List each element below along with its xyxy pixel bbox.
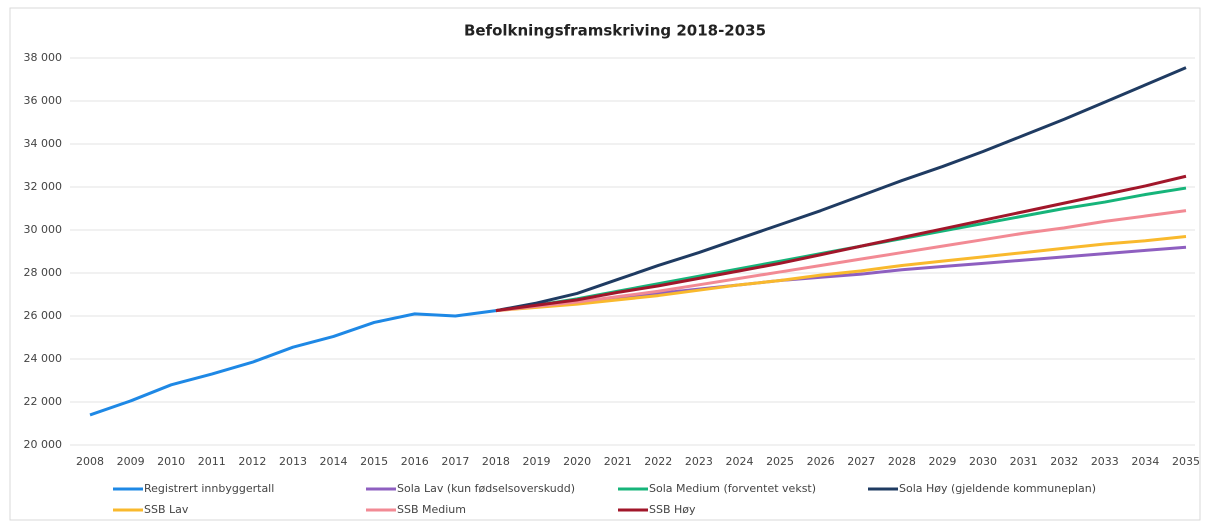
- y-tick-label: 24 000: [24, 352, 63, 365]
- legend-label: SSB Medium: [397, 503, 466, 516]
- x-tick-label: 2025: [766, 455, 794, 468]
- y-tick-label: 20 000: [24, 438, 63, 451]
- x-tick-label: 2013: [279, 455, 307, 468]
- y-tick-label: 32 000: [24, 180, 63, 193]
- x-tick-label: 2031: [1010, 455, 1038, 468]
- legend-label: Sola Medium (forventet vekst): [649, 482, 816, 495]
- y-tick-label: 26 000: [24, 309, 63, 322]
- x-tick-label: 2009: [117, 455, 145, 468]
- legend-label: Sola Høy (gjeldende kommuneplan): [899, 482, 1096, 495]
- legend-label: Sola Lav (kun fødselsoverskudd): [397, 482, 575, 495]
- x-tick-label: 2023: [685, 455, 713, 468]
- y-tick-label: 28 000: [24, 266, 63, 279]
- series-line: [495, 174, 1187, 313]
- x-tick-label: 2027: [847, 455, 875, 468]
- x-tick-label: 2029: [928, 455, 956, 468]
- chart-title: Befolkningsframskriving 2018-2035: [464, 22, 766, 40]
- x-tick-label: 2019: [523, 455, 551, 468]
- x-tick-label: 2033: [1091, 455, 1119, 468]
- x-tick-label: 2024: [725, 455, 753, 468]
- x-tick-label: 2016: [401, 455, 429, 468]
- x-tick-label: 2026: [807, 455, 835, 468]
- series-line: [495, 66, 1187, 313]
- x-tick-label: 2034: [1131, 455, 1159, 468]
- y-tick-label: 30 000: [24, 223, 63, 236]
- x-tick-label: 2017: [441, 455, 469, 468]
- y-tick-label: 34 000: [24, 137, 63, 150]
- x-tick-label: 2014: [320, 455, 348, 468]
- legend-label: SSB Høy: [649, 503, 696, 516]
- x-tick-label: 2028: [888, 455, 916, 468]
- x-tick-label: 2010: [157, 455, 185, 468]
- y-tick-label: 22 000: [24, 395, 63, 408]
- x-tick-label: 2021: [604, 455, 632, 468]
- y-tick-label: 38 000: [24, 51, 63, 64]
- series-line: [89, 309, 497, 417]
- y-tick-label: 36 000: [24, 94, 63, 107]
- series-line: [495, 209, 1187, 313]
- x-tick-label: 2011: [198, 455, 226, 468]
- x-tick-label: 2018: [482, 455, 510, 468]
- x-tick-label: 2020: [563, 455, 591, 468]
- legend-label: Registrert innbyggertall: [144, 482, 274, 495]
- legend-label: SSB Lav: [144, 503, 189, 516]
- series-line: [495, 234, 1187, 313]
- chart-frame: [9, 7, 1201, 521]
- x-tick-label: 2008: [76, 455, 104, 468]
- x-tick-label: 2030: [969, 455, 997, 468]
- x-tick-label: 2015: [360, 455, 388, 468]
- x-tick-label: 2022: [644, 455, 672, 468]
- x-tick-label: 2012: [238, 455, 266, 468]
- x-tick-label: 2032: [1050, 455, 1078, 468]
- x-tick-label: 2035: [1172, 455, 1200, 468]
